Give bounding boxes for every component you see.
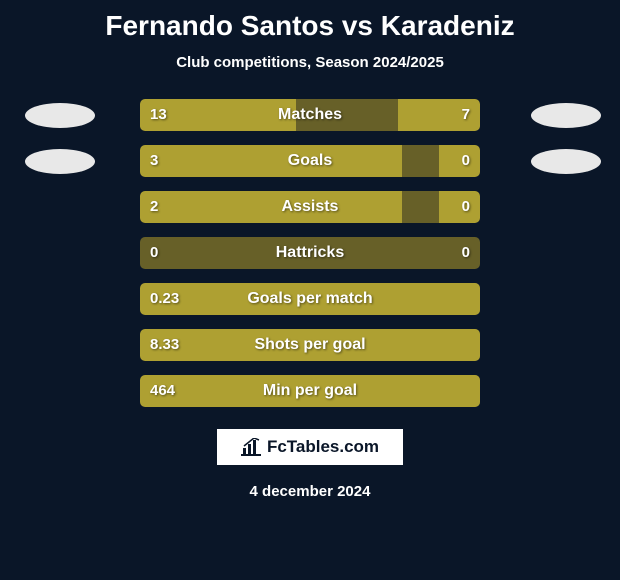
stat-row: 00Hattricks [0, 237, 620, 269]
stat-label: Matches [140, 99, 480, 131]
stat-bar: 20Assists [140, 191, 480, 223]
stat-row: 137Matches [0, 99, 620, 131]
stat-row: 20Assists [0, 191, 620, 223]
date-label: 4 december 2024 [250, 483, 371, 500]
player1-name: Fernando Santos [105, 10, 334, 41]
stat-bar: 30Goals [140, 145, 480, 177]
stat-row: 0.23Goals per match [0, 283, 620, 315]
stat-label: Min per goal [140, 375, 480, 407]
comparison-infographic: Fernando Santos vs Karadeniz Club compet… [0, 0, 620, 500]
stat-label: Hattricks [140, 237, 480, 269]
stat-row: 464Min per goal [0, 375, 620, 407]
chart-icon [241, 438, 261, 456]
page-title: Fernando Santos vs Karadeniz [105, 10, 514, 42]
source-logo: FcTables.com [217, 429, 403, 465]
stat-rows: 137Matches 30Goals 20Assists 00Hattricks 0.2… [0, 99, 620, 407]
stat-label: Goals per match [140, 283, 480, 315]
stat-bar: 8.33Shots per goal [140, 329, 480, 361]
player1-photo [25, 149, 95, 174]
stat-row: 30Goals [0, 145, 620, 177]
stat-bar: 464Min per goal [140, 375, 480, 407]
subtitle: Club competitions, Season 2024/2025 [176, 54, 444, 71]
stat-label: Goals [140, 145, 480, 177]
player2-photo [531, 149, 601, 174]
player2-name: Karadeniz [381, 10, 515, 41]
player2-photo [531, 103, 601, 128]
stat-label: Assists [140, 191, 480, 223]
stat-row: 8.33Shots per goal [0, 329, 620, 361]
player1-photo [25, 103, 95, 128]
vs-label: vs [342, 10, 373, 41]
stat-bar: 137Matches [140, 99, 480, 131]
stat-bar: 00Hattricks [140, 237, 480, 269]
stat-label: Shots per goal [140, 329, 480, 361]
stat-bar: 0.23Goals per match [140, 283, 480, 315]
logo-text: FcTables.com [267, 437, 379, 457]
